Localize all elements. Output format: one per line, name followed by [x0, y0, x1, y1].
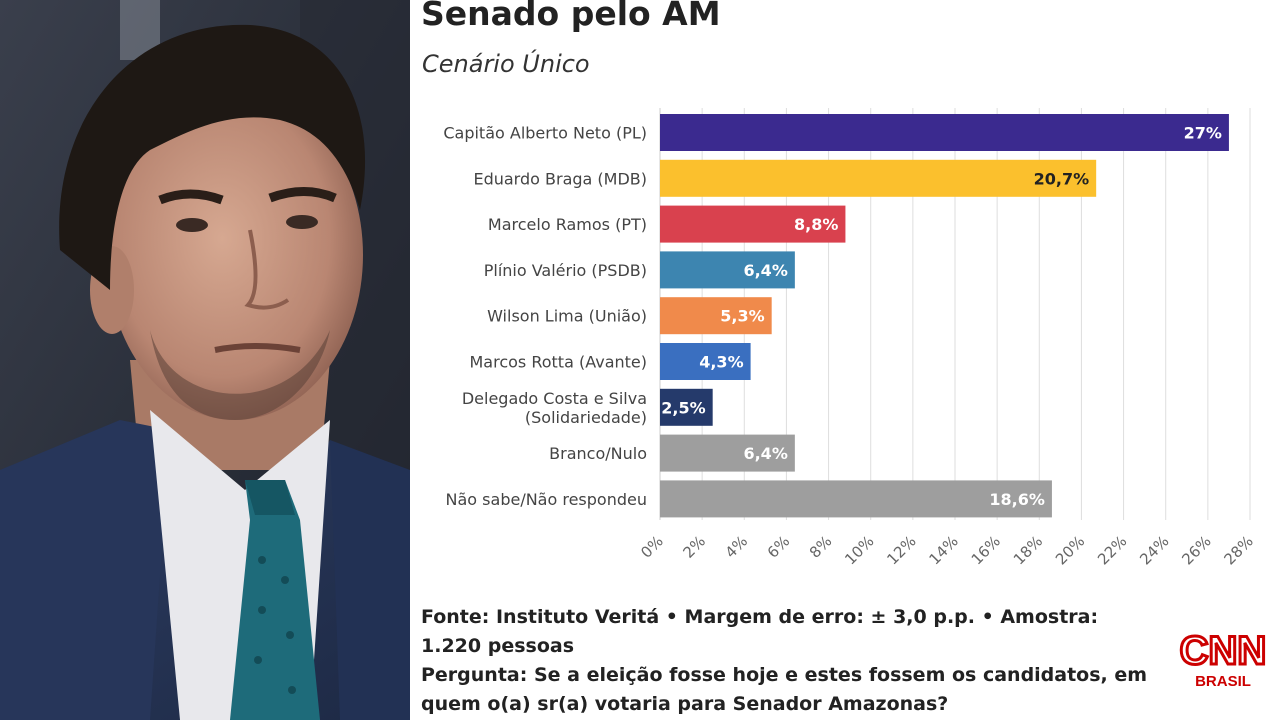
category-label-line: Wilson Lima (União) [487, 307, 647, 326]
x-tick-label: 16% [968, 532, 1004, 568]
x-tick-label: 18% [1010, 532, 1046, 568]
cnn-logo-text: CNN [1180, 629, 1267, 673]
bar [660, 434, 795, 472]
category-label: Delegado Costa e Silva (Solidariedade) [462, 389, 647, 427]
x-tick-label: 4% [722, 532, 752, 562]
category-label-line: (Solidariedade) [525, 408, 647, 427]
bar [660, 343, 751, 380]
chart-subtitle: Cenário Único [422, 50, 590, 78]
category-label-line: Delegado Costa e Silva [462, 389, 647, 408]
x-tick-label: 10% [841, 532, 877, 568]
category-label: Não sabe/Não respondeu [446, 490, 647, 509]
category-label-line: Eduardo Braga (MDB) [473, 169, 647, 188]
bar-value-label: 8,8% [794, 215, 838, 234]
category-label: Marcos Rotta (Avante) [470, 353, 648, 372]
bar-value-label: 5,3% [720, 307, 764, 326]
category-label: Branco/Nulo [549, 444, 647, 463]
bar [660, 480, 1052, 518]
bar [660, 251, 795, 289]
category-label-line: Capitão Alberto Neto (PL) [443, 124, 647, 143]
category-label-line: Plínio Valério (PSDB) [484, 261, 647, 280]
category-label: Marcelo Ramos (PT) [488, 215, 647, 234]
footer: Fonte: Instituto Veritá • Margem de erro… [421, 603, 1161, 719]
bar-value-label: 18,6% [989, 490, 1045, 509]
bar-chart: 27% 20,7% 8,8% 6,4% 5,3% 4,3% 2,5% 6,4% 18,6% Ca… [443, 108, 1257, 568]
category-label: Wilson Lima (União) [487, 307, 647, 326]
source-note: Fonte: Instituto Veritá • Margem de erro… [421, 606, 1099, 657]
x-tick-label: 14% [926, 532, 962, 568]
candidate-photo [0, 0, 410, 720]
bar [660, 388, 713, 426]
bar-value-label: 6,4% [743, 444, 787, 463]
x-tick-label: 12% [883, 532, 919, 568]
category-label: Eduardo Braga (MDB) [473, 169, 647, 188]
bar [660, 159, 1097, 197]
x-tick-label: 2% [679, 532, 709, 562]
x-tick-label: 28% [1221, 532, 1257, 568]
bar-value-label: 2,5% [661, 398, 705, 417]
category-label-line: Branco/Nulo [549, 444, 647, 463]
cnn-brasil-logo: CNN BRASIL [1178, 628, 1268, 691]
bar [660, 205, 846, 243]
bar-value-label: 4,3% [699, 353, 743, 372]
x-tick-label: 24% [1136, 532, 1172, 568]
question-note: Pergunta: Se a eleição fosse hoje e este… [421, 664, 1148, 715]
bars: 27% 20,7% 8,8% 6,4% 5,3% 4,3% 2,5% 6,4% 18,6% [660, 114, 1229, 518]
chart-title: Senado pelo AM [421, 0, 721, 33]
bar-value-label: 27% [1184, 124, 1222, 143]
bar-value-label: 6,4% [743, 261, 787, 280]
brasil-logo-text: BRASIL [1195, 673, 1251, 690]
x-tick-label: 20% [1052, 532, 1088, 568]
category-labels: Capitão Alberto Neto (PL) Eduardo Braga (… [443, 124, 647, 509]
category-label: Capitão Alberto Neto (PL) [443, 124, 647, 143]
bar [660, 297, 772, 335]
x-axis: 0% 2% 4% 6% 8% 10% 12% 14% 16% 18% 20% 22% 24% 26% 28% [637, 532, 1257, 568]
x-tick-label: 0% [637, 532, 667, 562]
bar [660, 114, 1229, 151]
category-label-line: Marcelo Ramos (PT) [488, 215, 647, 234]
x-tick-label: 26% [1178, 532, 1214, 568]
x-tick-label: 6% [764, 532, 794, 562]
category-label-line: Não sabe/Não respondeu [446, 490, 647, 509]
x-tick-label: 8% [806, 532, 836, 562]
x-tick-label: 22% [1094, 532, 1130, 568]
category-label-line: Marcos Rotta (Avante) [470, 353, 648, 372]
category-label: Plínio Valério (PSDB) [484, 261, 647, 280]
bar-value-label: 20,7% [1034, 169, 1090, 188]
